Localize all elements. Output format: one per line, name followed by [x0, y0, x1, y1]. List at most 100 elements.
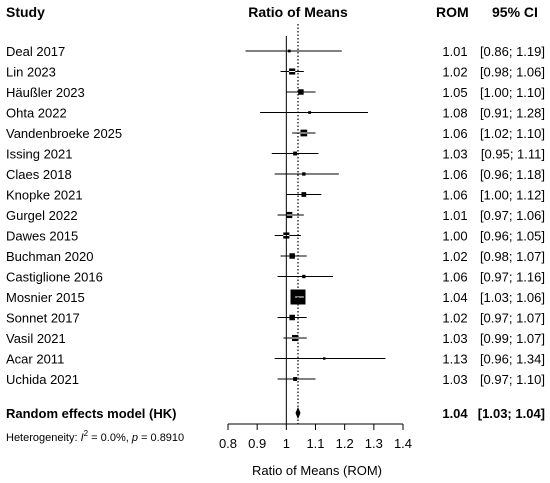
heterogeneity-text: Heterogeneity: I2 = 0.0%, p = 0.8910 — [6, 429, 184, 444]
x-tick-label: 1.1 — [306, 436, 324, 451]
ci-value: [0.95; 1.11] — [481, 147, 545, 162]
rom-value: 1.06 — [442, 270, 467, 285]
rom-value: 1.06 — [442, 167, 467, 182]
effect-square — [323, 357, 326, 360]
effect-square — [293, 377, 298, 381]
study-name: Mosnier 2015 — [6, 290, 85, 305]
rom-value: 1.03 — [442, 331, 467, 346]
study-name: Issing 2021 — [6, 147, 73, 162]
rom-value: 1.08 — [442, 106, 467, 121]
rom-value: 1.02 — [442, 249, 467, 264]
rom-value: 1.03 — [442, 372, 467, 387]
ci-value: [0.96; 1.18] — [480, 167, 545, 182]
ci-value: [0.91; 1.28] — [480, 106, 545, 121]
ci-value: [1.02; 1.10] — [480, 126, 545, 141]
header-row: Study Ratio of Means ROM 95% CI — [6, 4, 538, 20]
study-name: Uchida 2021 — [6, 372, 79, 387]
study-row: Dawes 2015 1.00 [0.96; 1.05] — [6, 229, 545, 244]
effect-square — [287, 49, 291, 53]
x-tick-label: 1 — [283, 436, 290, 451]
effect-square — [302, 274, 306, 279]
study-name: Castiglione 2016 — [6, 270, 103, 285]
rom-value: 1.01 — [442, 44, 467, 59]
study-row: Uchida 2021 1.03 [0.97; 1.10] — [6, 372, 545, 387]
heterogeneity-prefix: Heterogeneity: — [6, 432, 81, 444]
header-estimate: ROM — [436, 4, 469, 20]
heterogeneity-i2-symbol: I — [81, 432, 84, 444]
heterogeneity-i2-sup: 2 — [84, 429, 89, 438]
effect-square — [302, 172, 306, 176]
study-row: Buchman 2020 1.02 [0.98; 1.07] — [6, 249, 545, 264]
ci-value: [0.97; 1.06] — [480, 208, 545, 223]
effect-square — [289, 314, 295, 321]
study-row: Acar 2011 1.13 [0.96; 1.34] — [6, 352, 545, 367]
summary-rom: 1.04 — [442, 406, 468, 421]
study-row: Sonnet 2017 1.02 [0.97; 1.07] — [6, 311, 545, 326]
heterogeneity-p-symbol: p — [131, 432, 138, 444]
study-name: Dawes 2015 — [6, 229, 78, 244]
study-name: Häußler 2023 — [6, 85, 85, 100]
ci-value: [0.96; 1.34] — [480, 352, 545, 367]
effect-square — [301, 192, 307, 197]
header-study: Study — [6, 4, 45, 20]
rom-value: 1.02 — [442, 311, 467, 326]
rom-value: 1.00 — [442, 229, 467, 244]
rom-value: 1.03 — [442, 147, 467, 162]
ci-value: [0.98; 1.07] — [480, 249, 545, 264]
study-row: Vasil 2021 1.03 [0.99; 1.07] — [6, 331, 545, 346]
study-name: Lin 2023 — [6, 65, 56, 80]
study-name: Vandenbroeke 2025 — [6, 126, 122, 141]
study-name: Sonnet 2017 — [6, 311, 80, 326]
reference-lines — [285, 24, 299, 424]
rom-value: 1.04 — [442, 290, 467, 305]
study-row: Vandenbroeke 2025 1.06 [1.02; 1.10] — [6, 126, 545, 141]
study-name: Buchman 2020 — [6, 249, 93, 264]
summary-name: Random effects model (HK) — [6, 406, 176, 421]
study-row: Knopke 2021 1.06 [1.00; 1.12] — [6, 188, 545, 203]
study-name: Gurgel 2022 — [6, 208, 78, 223]
study-row: Mosnier 2015 1.04 [1.03; 1.06] — [6, 289, 545, 305]
study-row: Castiglione 2016 1.06 [0.97; 1.16] — [6, 270, 545, 285]
rom-value: 1.02 — [442, 65, 467, 80]
rom-value: 1.06 — [442, 188, 467, 203]
study-name: Deal 2017 — [6, 44, 65, 59]
study-row: Issing 2021 1.03 [0.95; 1.11] — [6, 147, 545, 162]
study-row: Gurgel 2022 1.01 [0.97; 1.06] — [6, 208, 545, 223]
x-tick-label: 0.9 — [248, 436, 266, 451]
ci-value: [0.97; 1.07] — [480, 311, 545, 326]
summary-row: Random effects model (HK) 1.04 [1.03; 1.04… — [6, 406, 545, 421]
study-row: Deal 2017 1.01 [0.86; 1.19] — [6, 44, 545, 59]
ci-value: [1.03; 1.06] — [480, 290, 545, 305]
ci-value: [0.96; 1.05] — [480, 229, 545, 244]
rom-value: 1.13 — [442, 352, 467, 367]
ci-value: [0.97; 1.10] — [480, 372, 545, 387]
heterogeneity-p-value: = 0.8910 — [138, 432, 184, 444]
x-axis: 0.8 0.9 1 1.1 1.2 1.3 1.4 — [219, 423, 412, 451]
effect-square — [293, 151, 298, 156]
x-tick-label: 1.4 — [394, 436, 412, 451]
rom-value: 1.01 — [442, 208, 467, 223]
ci-value: [0.86; 1.19] — [480, 44, 545, 59]
study-name: Acar 2011 — [6, 352, 64, 367]
effect-square — [289, 253, 295, 259]
ci-value: [0.98; 1.06] — [480, 65, 545, 80]
x-tick-label: 0.8 — [219, 436, 237, 451]
study-name: Vasil 2021 — [6, 331, 66, 346]
study-row: Claes 2018 1.06 [0.96; 1.18] — [6, 167, 545, 182]
effect-square — [298, 89, 304, 95]
study-name: Claes 2018 — [6, 167, 72, 182]
rom-value: 1.05 — [442, 85, 467, 100]
ci-value: [1.00; 1.10] — [480, 85, 545, 100]
rom-value: 1.06 — [442, 126, 467, 141]
ci-value: [0.99; 1.07] — [480, 331, 545, 346]
x-axis-label: Ratio of Means (ROM) — [252, 463, 382, 478]
ci-value: [1.00; 1.12] — [480, 188, 545, 203]
study-row: Ohta 2022 1.08 [0.91; 1.28] — [6, 106, 545, 121]
heterogeneity-rest: = 0.0%, — [88, 432, 132, 444]
header-effect: Ratio of Means — [248, 4, 348, 20]
summary-ci: [1.03; 1.04] — [478, 406, 545, 421]
study-name: Ohta 2022 — [6, 106, 67, 121]
study-rows: Deal 2017 1.01 [0.86; 1.19] Lin 2023 1.02 [0.… — [6, 44, 545, 387]
study-row: Lin 2023 1.02 [0.98; 1.06] — [6, 65, 545, 80]
